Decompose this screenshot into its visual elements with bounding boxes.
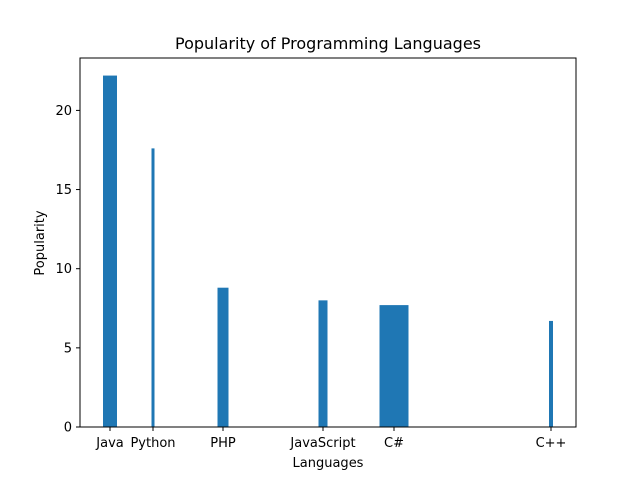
- x-tick-label-csharp: C#: [384, 436, 404, 451]
- bars-group: [103, 75, 553, 428]
- y-tick-label: 15: [55, 183, 72, 198]
- y-axis: 0 5 10 15 20: [55, 104, 80, 436]
- y-tick-label: 5: [64, 341, 72, 356]
- x-tick-label-python: Python: [130, 436, 175, 451]
- x-axis-label: Languages: [293, 456, 364, 471]
- x-axis: Java Python PHP JavaScript C# C++: [95, 427, 566, 451]
- bar-java: [103, 75, 117, 428]
- x-tick-label-java: Java: [95, 436, 123, 451]
- y-tick-label: 20: [55, 104, 72, 119]
- bar-javascript: [318, 300, 328, 427]
- bar-csharp: [379, 305, 409, 427]
- x-tick-label-javascript: JavaScript: [289, 436, 355, 451]
- bar-cplusplus: [549, 320, 553, 427]
- x-tick-label-php: PHP: [210, 436, 236, 451]
- bar-python: [151, 148, 155, 428]
- plot-frame: [79, 57, 577, 428]
- y-tick-label: 10: [55, 262, 72, 277]
- y-tick-label: 0: [64, 421, 72, 436]
- chart-title: Popularity of Programming Languages: [175, 34, 481, 53]
- bar-php: [217, 287, 229, 427]
- y-axis-label: Popularity: [33, 210, 48, 275]
- x-tick-label-cplusplus: C++: [536, 436, 567, 451]
